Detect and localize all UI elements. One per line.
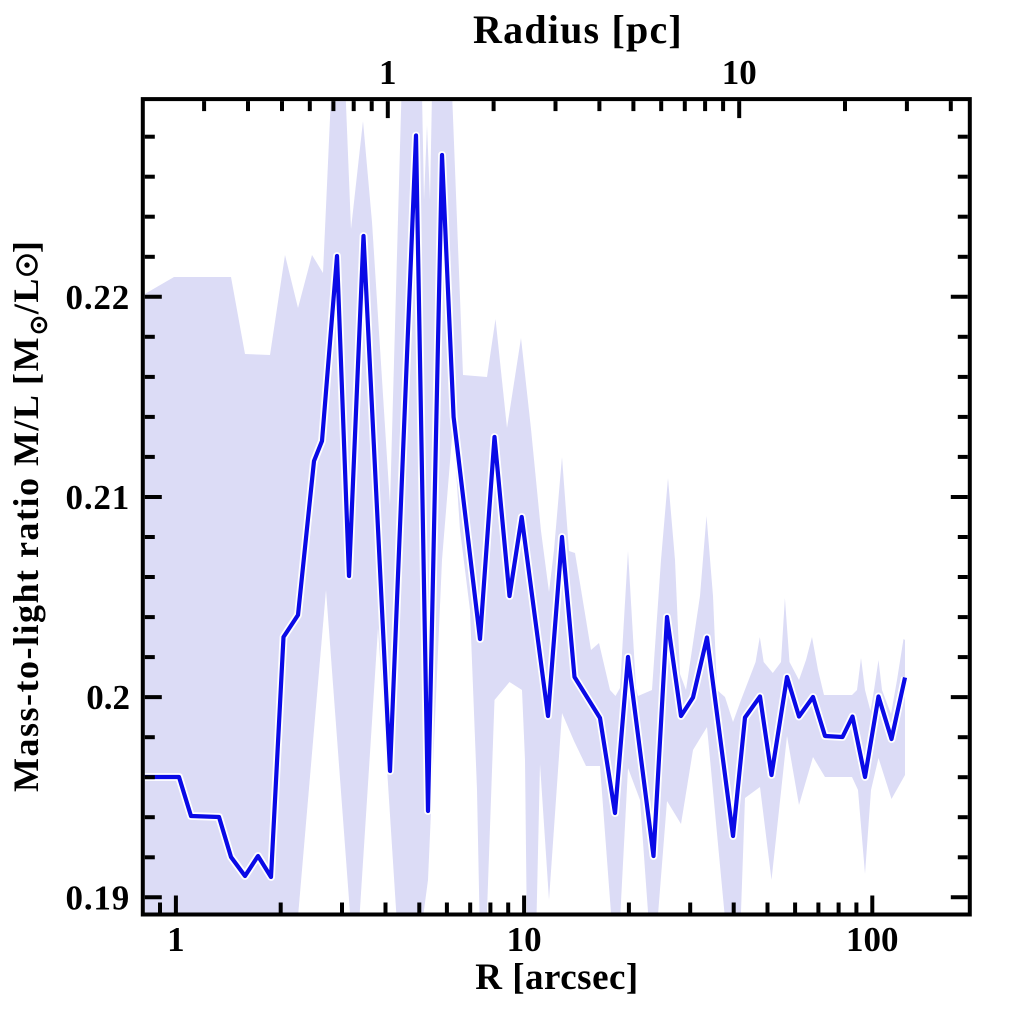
svg-text:R [arcsec]: R [arcsec] [475,957,639,998]
svg-text:0.21: 0.21 [66,478,130,517]
svg-text:10: 10 [507,920,542,959]
svg-text:0.22: 0.22 [66,278,130,317]
svg-text:/L: /L [6,277,46,315]
svg-text:0.2: 0.2 [86,678,130,717]
svg-text:10: 10 [722,53,757,92]
svg-text:Mass-to-light ratio M/L [M: Mass-to-light ratio M/L [M [6,336,46,792]
svg-text:100: 100 [846,920,899,959]
svg-text:Radius [pc]: Radius [pc] [473,7,683,52]
svg-text:0.19: 0.19 [66,878,130,917]
svg-text:]: ] [6,241,46,253]
svg-text:1: 1 [167,920,185,959]
svg-text:1: 1 [379,53,397,92]
